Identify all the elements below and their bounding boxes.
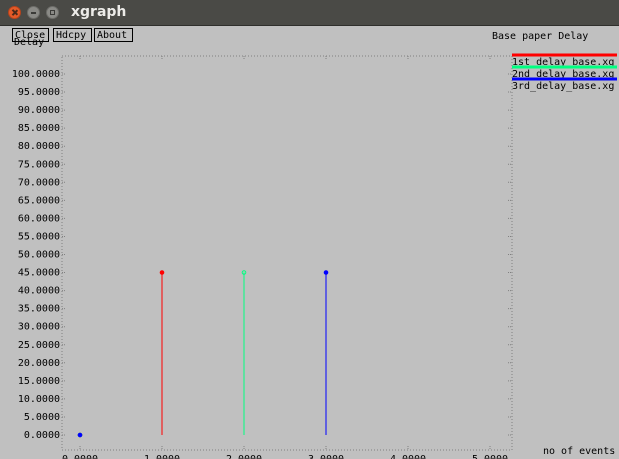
hdcpy-button[interactable]: Hdcpy xyxy=(53,28,92,42)
window-close-icon[interactable] xyxy=(8,6,21,19)
window-maximize-icon[interactable] xyxy=(46,6,59,19)
x-tick-label: 5.0000 xyxy=(472,454,508,459)
x-tick-label: 4.0000 xyxy=(390,454,426,459)
data-point xyxy=(159,270,165,275)
y-tick-label: 100.0000 xyxy=(12,69,60,80)
data-point xyxy=(241,270,247,275)
y-tick-label: 95.0000 xyxy=(18,87,60,98)
window-minimize-icon[interactable] xyxy=(27,6,40,19)
y-tick-label: 50.0000 xyxy=(18,250,60,261)
y-tick-label: 15.0000 xyxy=(18,376,60,387)
y-tick-label: 80.0000 xyxy=(18,141,60,152)
plot-frame xyxy=(61,55,513,451)
legend-label: 2nd_delay_base.xg xyxy=(512,69,614,80)
title-bar: xgraph xyxy=(0,0,619,26)
y-tick-label: 0.0000 xyxy=(24,430,60,441)
x-axis-label: no of events xyxy=(543,446,616,457)
y-tick-label: 75.0000 xyxy=(18,159,60,170)
y-tick-label: 65.0000 xyxy=(18,195,60,206)
x-tick-label: 2.0000 xyxy=(226,454,262,459)
legend-label: 1st_delay_base.xg xyxy=(512,57,614,68)
y-tick-label: 60.0000 xyxy=(18,213,60,224)
data-point xyxy=(323,270,329,275)
x-tick-label: 3.0000 xyxy=(308,454,344,459)
legend-label: 3rd_delay_base.xg xyxy=(512,81,614,92)
y-tick-label: 20.0000 xyxy=(18,358,60,369)
y-tick-label: 35.0000 xyxy=(18,304,60,315)
y-tick-label: 30.0000 xyxy=(18,322,60,333)
y-tick-label: 70.0000 xyxy=(18,177,60,188)
x-tick-label: 1.0000 xyxy=(144,454,180,459)
x-tick-label: 0.0000 xyxy=(62,454,98,459)
close-button[interactable]: Close xyxy=(12,28,49,42)
data-point xyxy=(77,432,83,438)
chart-title: Base paper Delay xyxy=(492,31,589,42)
y-tick-label: 90.0000 xyxy=(18,105,60,116)
y-tick-label: 10.0000 xyxy=(18,394,60,405)
y-tick-label: 40.0000 xyxy=(18,286,60,297)
y-tick-label: 45.0000 xyxy=(18,268,60,279)
y-tick-label: 85.0000 xyxy=(18,123,60,134)
y-axis-label: Delay xyxy=(14,37,45,48)
window-title: xgraph xyxy=(71,4,127,20)
y-tick-label: 55.0000 xyxy=(18,231,60,242)
about-button[interactable]: About xyxy=(94,28,133,42)
y-tick-label: 25.0000 xyxy=(18,340,60,351)
y-tick-label: 5.0000 xyxy=(24,412,60,423)
